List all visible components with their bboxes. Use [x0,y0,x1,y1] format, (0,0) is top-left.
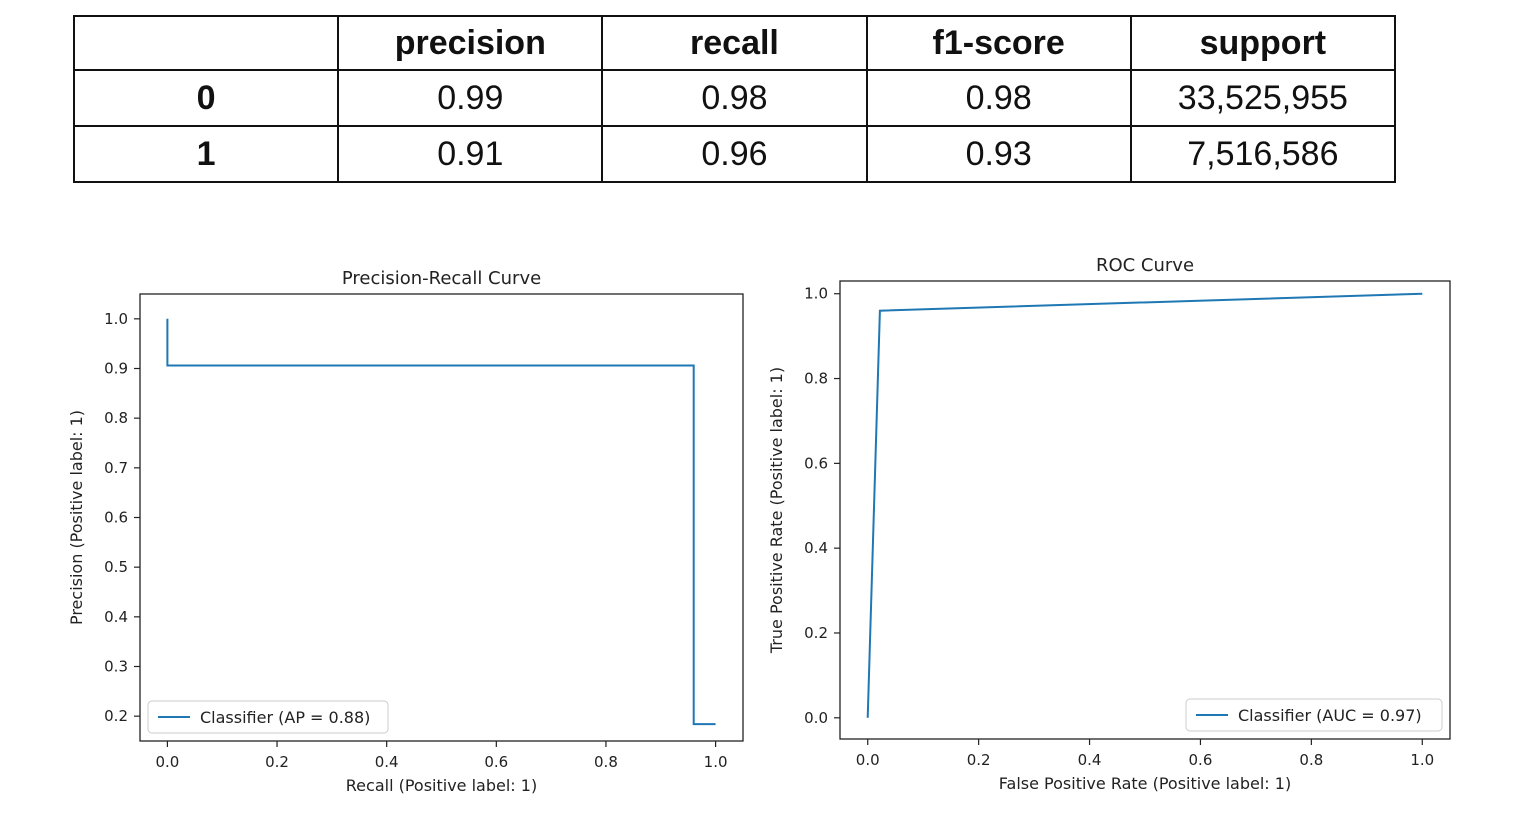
cell-precision: 0.91 [337,125,604,183]
y-tick-label: 0.8 [804,370,828,388]
y-tick-label: 0.4 [104,608,128,626]
plot-frame [139,293,744,742]
cell-precision: 0.99 [337,69,604,127]
x-tick-label: 0.8 [594,753,618,771]
x-tick-label: 0.4 [375,753,399,771]
classification-report-table: precision recall f1-score support 0 0.99… [72,15,1397,183]
cell-f1-score: 0.93 [865,125,1132,183]
y-tick-label: 0.6 [104,509,128,527]
x-tick-label: 0.2 [967,751,991,769]
cell-f1-score: 0.98 [865,69,1132,127]
x-tick-label: 1.0 [704,753,728,771]
x-tick-label: 0.8 [1299,751,1323,769]
y-tick-label: 0.5 [104,558,128,576]
row-label: 0 [72,69,340,127]
precision-recall-chart: Precision-Recall Curve 0.0 0.2 0.4 0.6 0.8 1.0… [67,268,744,795]
table-header-row: precision recall f1-score support [72,15,1397,71]
cell-recall: 0.96 [601,125,868,183]
x-tick-label: 1.0 [1410,751,1434,769]
x-tick-label: 0.2 [265,753,289,771]
y-tick-label: 0.8 [104,409,128,427]
plot-frame [839,280,1451,740]
chart-title: Precision-Recall Curve [342,268,541,289]
x-tick-label: 0.6 [484,753,508,771]
header-f1-score: f1-score [865,15,1132,71]
cell-support: 33,525,955 [1129,69,1397,127]
y-tick-label: 0.4 [804,539,828,557]
legend-box [1185,698,1443,732]
y-tick-label: 0.3 [104,658,128,676]
table-row: 0 0.99 0.98 0.98 33,525,955 [72,69,1397,127]
series-line [166,318,716,726]
y-tick-label: 0.7 [104,459,128,477]
y-axis-label: Precision (Positive label: 1) [67,410,86,625]
x-axis-label: False Positive Rate (Positive label: 1) [999,774,1291,793]
cell-recall: 0.98 [601,69,868,127]
legend-label: Classifier (AP = 0.88) [200,708,370,727]
x-axis-label: Recall (Positive label: 1) [346,776,537,795]
series-line [866,292,1423,718]
x-tick-label: 0.6 [1189,751,1213,769]
cell-support: 7,516,586 [1129,125,1397,183]
legend-box [147,700,389,734]
y-tick-label: 1.0 [104,310,128,328]
chart-title: ROC Curve [1096,255,1194,276]
legend-label: Classifier (AUC = 0.97) [1238,706,1422,725]
y-tick-label: 1.0 [804,285,828,303]
row-label: 1 [72,125,340,183]
x-tick-label: 0.4 [1078,751,1102,769]
x-tick-label: 0.0 [155,753,179,771]
y-axis-label: True Positive Rate (Positive label: 1) [767,367,786,654]
header-blank [72,15,340,71]
y-tick-label: 0.6 [804,454,828,472]
header-support: support [1129,15,1397,71]
header-precision: precision [337,15,604,71]
y-tick-label: 0.2 [804,624,828,642]
y-tick-label: 0.0 [804,709,828,727]
y-tick-label: 0.2 [104,707,128,725]
y-tick-label: 0.9 [104,360,128,378]
x-tick-label: 0.0 [856,751,880,769]
table-row: 1 0.91 0.96 0.93 7,516,586 [72,125,1397,183]
header-recall: recall [601,15,868,71]
